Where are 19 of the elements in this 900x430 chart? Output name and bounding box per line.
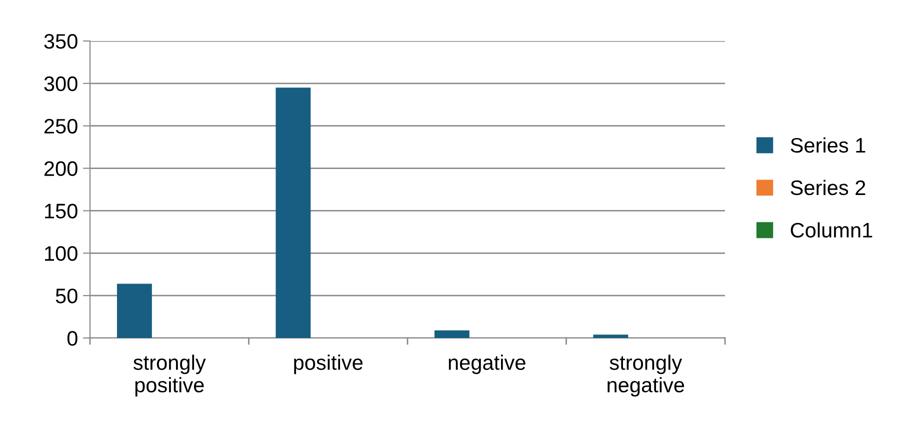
bar	[276, 88, 311, 338]
y-tick-label: 250	[44, 118, 78, 134]
legend-label: Series 1	[790, 137, 866, 153]
x-tick-label: negative	[448, 354, 526, 374]
y-tick-label: 350	[44, 34, 78, 49]
x-tick-label: positive	[294, 354, 363, 374]
y-tick-label: 200	[44, 161, 78, 176]
bar	[593, 334, 628, 338]
y-tick-label: 50	[56, 288, 78, 304]
bar	[434, 330, 470, 338]
x-tick-label: strongly negative	[608, 354, 684, 397]
bar	[116, 284, 152, 338]
y-tick-label: 300	[44, 76, 78, 92]
y-tick-label: 0	[67, 331, 78, 346]
y-tick-label: 150	[45, 204, 78, 218]
x-tick-label: strongly positive	[133, 354, 206, 397]
y-tick-label: 100	[45, 246, 78, 261]
legend-label: Column1	[790, 222, 872, 238]
legend-label: Series 2	[790, 180, 866, 196]
